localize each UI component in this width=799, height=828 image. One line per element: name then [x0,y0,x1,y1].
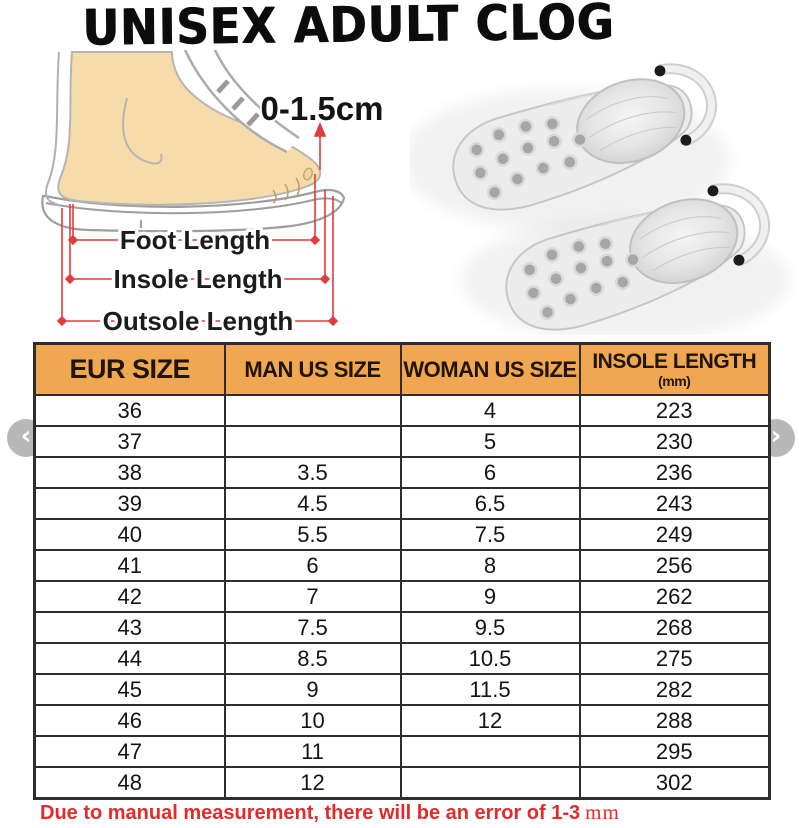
table-cell: 7.5 [223,611,402,644]
table-cell: 282 [578,673,771,706]
table-cell: 43 [33,611,226,644]
clog-right [505,183,770,331]
header-eur-size: EUR SIZE [33,342,226,396]
header-insole-unit: (mm) [658,372,691,389]
shoe-sole [41,188,346,233]
table-cell: 36 [33,394,226,427]
table-cell: 46 [33,704,226,737]
table-cell: 12 [223,766,402,800]
table-row: 48 12 302 [33,766,771,800]
header-woman-us-size: WOMAN US SIZE [399,342,581,396]
table-cell [223,394,402,427]
table-cell [223,425,402,458]
chevron-right-icon: › [770,421,782,451]
table-cell: 230 [578,425,771,458]
table-cell: 39 [33,487,226,520]
table-cell: 10 [223,704,402,737]
table-header-row: EUR SIZE MAN US SIZE WOMAN US SIZE INSOL… [33,342,771,396]
table-cell: 8.5 [223,642,402,675]
table-cell: 236 [578,456,771,489]
table-cell: 268 [578,611,771,644]
table-cell: 40 [33,518,226,551]
table-cell: 11 [223,735,402,768]
disclaimer-text: Due to manual measurement, there will be… [40,802,581,824]
foot-measurement-diagram: 0-1.5cm Foot Length Insole Length Outsol… [41,50,385,340]
header-man-us-size: MAN US SIZE [223,342,402,396]
clog-left [452,63,717,211]
table-cell [399,735,581,768]
foot-length-label: Foot Length [120,225,270,255]
table-row: 46 10 12 288 [33,704,771,737]
table-cell: 6.5 [399,487,581,520]
table-cell: 5.5 [223,518,402,551]
table-cell: 48 [33,766,226,800]
table-cell: 6 [223,549,402,582]
table-row: 36 4 223 [33,394,771,427]
table-body: 36 4 223 37 5 230 38 3.5 6 236 39 4.5 6.5 243 40 5.5 7.5… [33,394,771,800]
table-cell: 41 [33,549,226,582]
table-cell: 37 [33,425,226,458]
header-insole-length-label: INSOLE LENGTH [592,350,757,374]
table-row: 37 5 230 [33,425,771,458]
table-cell: 7.5 [399,518,581,551]
table-cell: 9 [223,673,402,706]
table-cell: 12 [399,704,581,737]
table-cell: 295 [578,735,771,768]
table-cell [399,766,581,800]
table-cell: 6 [399,456,581,489]
table-cell: 288 [578,704,771,737]
measurement-lines [56,121,339,327]
table-cell: 4 [399,394,581,427]
table-row: 38 3.5 6 236 [33,456,771,489]
table-cell: 47 [33,735,226,768]
table-cell: 42 [33,580,226,613]
table-cell: 7 [223,580,402,613]
table-cell: 223 [578,394,771,427]
table-cell: 249 [578,518,771,551]
table-row: 42 7 9 262 [33,580,771,613]
table-cell: 38 [33,456,226,489]
size-table: EUR SIZE MAN US SIZE WOMAN US SIZE INSOL… [33,342,771,800]
outsole-length-label: Outsole Length [103,306,294,336]
table-cell: 44 [33,642,226,675]
table-cell: 9.5 [399,611,581,644]
disclaimer-unit: mm [585,800,620,824]
insole-length-label: Insole Length [114,264,283,294]
table-row: 41 6 8 256 [33,549,771,582]
measurement-disclaimer: Due to manual measurement, there will be… [40,800,620,825]
table-cell: 302 [578,766,771,800]
table-row: 39 4.5 6.5 243 [33,487,771,520]
table-cell: 4.5 [223,487,402,520]
table-cell: 256 [578,549,771,582]
table-cell: 275 [578,642,771,675]
table-cell: 9 [399,580,581,613]
table-cell: 45 [33,673,226,706]
foot-shape [57,51,322,206]
table-row: 43 7.5 9.5 268 [33,611,771,644]
table-cell: 5 [399,425,581,458]
table-cell: 262 [578,580,771,613]
table-row: 47 11 295 [33,735,771,768]
header-insole-length: INSOLE LENGTH (mm) [578,342,771,396]
table-cell: 3.5 [223,456,402,489]
table-cell: 8 [399,549,581,582]
table-row: 44 8.5 10.5 275 [33,642,771,675]
chevron-left-icon: ‹ [20,421,32,451]
table-cell: 243 [578,487,771,520]
clog-product-photo [410,63,790,335]
table-cell: 11.5 [399,673,581,706]
tolerance-label: 0-1.5cm [261,90,384,127]
table-row: 45 9 11.5 282 [33,673,771,706]
table-row: 40 5.5 7.5 249 [33,518,771,551]
table-cell: 10.5 [399,642,581,675]
